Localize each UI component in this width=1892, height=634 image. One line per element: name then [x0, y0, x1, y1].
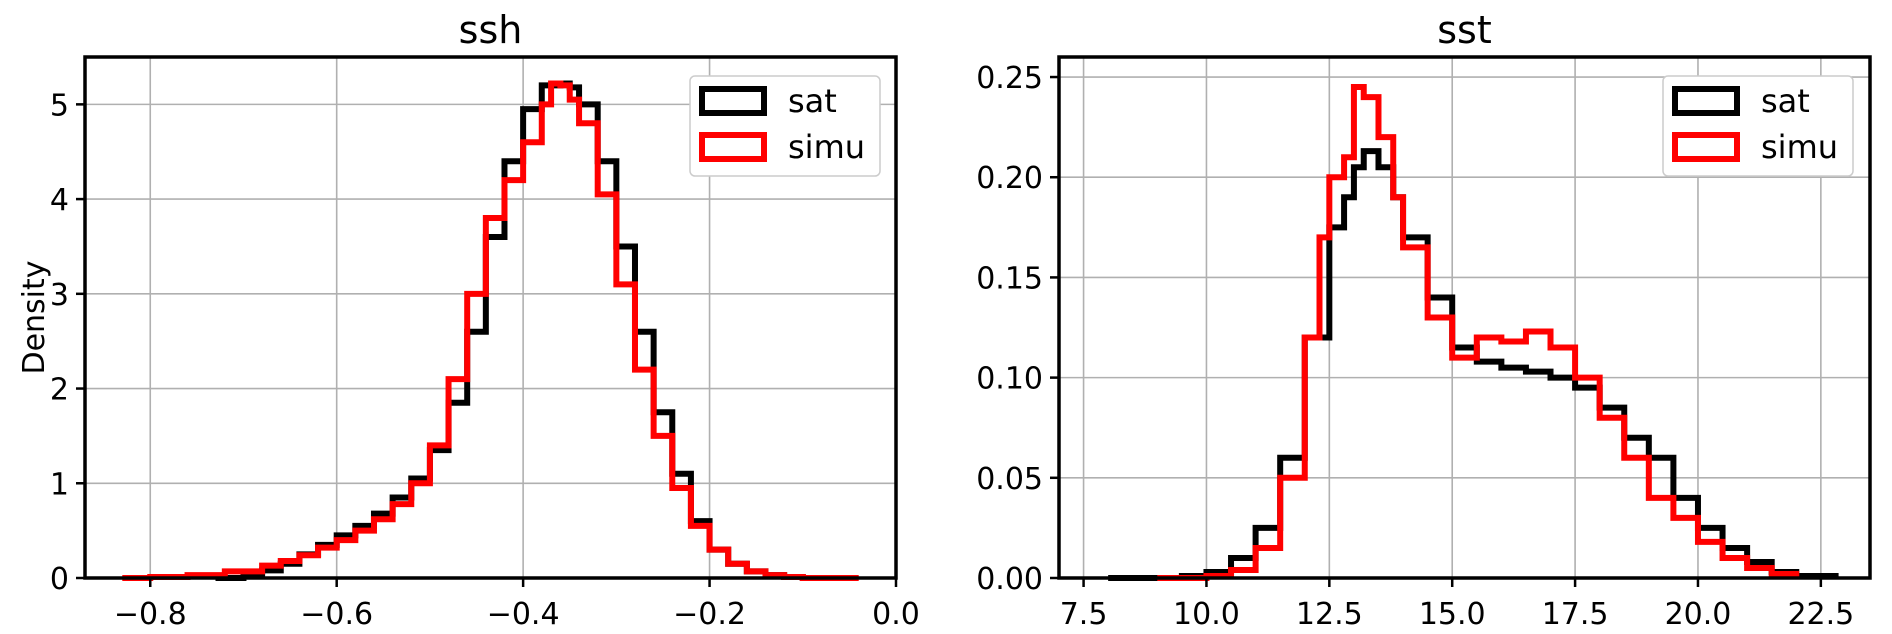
y-tick-label: 0.20 [976, 161, 1043, 196]
chart-title: sst [1437, 8, 1492, 52]
y-tick-label: 0.25 [976, 61, 1043, 96]
axes-frame [83, 55, 898, 580]
y-axis-label: Density [17, 260, 52, 374]
legend-swatch-simu [1672, 132, 1740, 162]
x-tick-label: 20.0 [1665, 597, 1732, 632]
x-tick-label: 17.5 [1542, 597, 1609, 632]
chart-title: ssh [459, 8, 523, 52]
legend: sat simu [1662, 75, 1854, 177]
y-tick-label: 0 [50, 562, 69, 597]
axes-frame [1057, 55, 1872, 580]
y-tick-label: 1 [50, 467, 69, 502]
y-tick-label: 3 [50, 278, 69, 313]
series-line-simu [122, 80, 859, 581]
y-tick-label: 0.10 [976, 362, 1043, 397]
series-line-sat [1108, 148, 1839, 581]
sst-panel: 7.5 10.0 12.5 15.0 17.5 20.0 22.5 0.00 0.05 0.10 0… [976, 8, 1872, 632]
x-tick-label: 7.5 [1060, 597, 1108, 632]
x-tick-label: 10.0 [1173, 597, 1240, 632]
x-tick-label: 15.0 [1419, 597, 1486, 632]
legend-box [689, 75, 881, 177]
legend-swatch-simu [699, 132, 767, 162]
x-tick-label: −0.8 [114, 597, 187, 632]
y-tick-label: 0.05 [976, 462, 1043, 497]
y-tick-label: 2 [50, 373, 69, 408]
ssh-panel: −0.8 −0.6 −0.4 −0.2 0.0 0 1 2 3 4 5 ssh Density sat si… [17, 8, 920, 632]
x-tick-label: 0.0 [872, 597, 920, 632]
x-tick-label: −0.4 [487, 597, 560, 632]
y-tick-label: 5 [50, 88, 69, 123]
legend-label-simu: simu [1761, 128, 1838, 166]
legend-label-sat: sat [1761, 82, 1810, 120]
y-tick-label: 0.15 [976, 261, 1043, 296]
y-tick-label: 4 [50, 183, 69, 218]
x-tick-label: −0.2 [673, 597, 746, 632]
legend: sat simu [689, 75, 881, 177]
legend-label-sat: sat [788, 82, 837, 120]
legend-label-simu: simu [788, 128, 865, 166]
legend-swatch-sat [699, 86, 767, 116]
x-tick-label: 12.5 [1296, 597, 1363, 632]
series-line-simu [1157, 84, 1800, 581]
x-tick-label: 22.5 [1787, 597, 1854, 632]
x-tick-label: −0.6 [300, 597, 373, 632]
y-tick-label: 0.00 [976, 562, 1043, 597]
legend-box [1662, 75, 1854, 177]
legend-swatch-sat [1672, 86, 1740, 116]
